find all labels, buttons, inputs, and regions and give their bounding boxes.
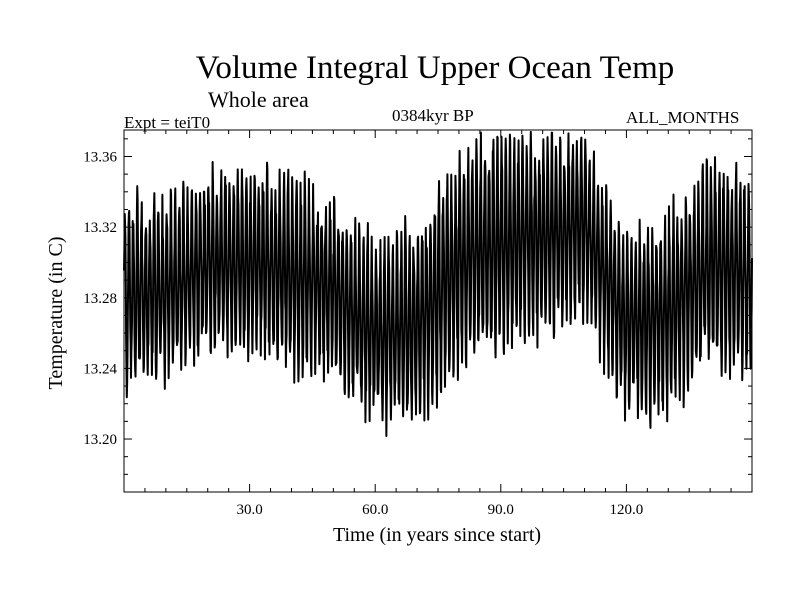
temperature-series-line — [123, 130, 753, 437]
chart-subtitle: Whole area — [208, 87, 309, 112]
y-axis-label: Temperature (in C) — [45, 237, 67, 390]
period-label: 0384kyr BP — [392, 106, 474, 125]
experiment-label: Expt = teiT0 — [124, 113, 211, 132]
months-label: ALL_MONTHS — [626, 108, 740, 127]
y-tick-label: 13.28 — [83, 291, 117, 307]
y-tick-label: 13.32 — [83, 220, 117, 236]
x-tick-label: 30.0 — [236, 502, 262, 518]
x-axis-label: Time (in years since start) — [333, 524, 541, 546]
y-tick-label: 13.24 — [83, 361, 117, 377]
x-tick-label: 120.0 — [610, 502, 644, 518]
y-tick-label: 13.20 — [83, 432, 117, 448]
x-tick-label: 90.0 — [488, 502, 514, 518]
chart-title: Volume Integral Upper Ocean Temp — [195, 50, 675, 86]
x-tick-label: 60.0 — [362, 502, 388, 518]
y-tick-label: 13.36 — [83, 149, 117, 165]
